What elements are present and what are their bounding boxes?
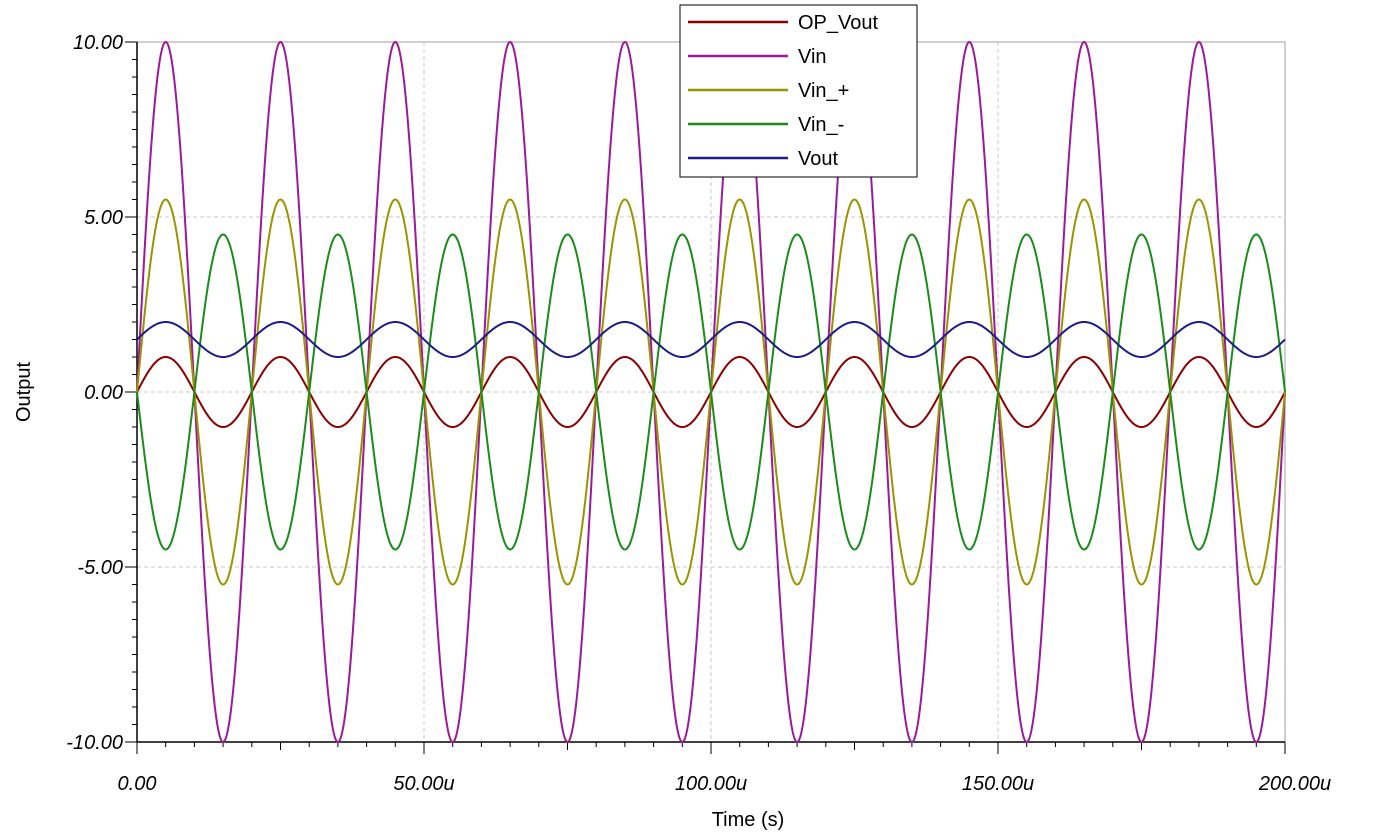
legend-label: Vout	[798, 148, 838, 170]
y-axis-title: Output	[13, 362, 35, 422]
legend-label: Vin_-	[798, 114, 844, 136]
legend-label: OP_Vout	[798, 12, 879, 34]
series-lines	[136, 40, 1286, 744]
y-tick-label: -5.00	[77, 557, 123, 579]
x-tick-label: 200.00u	[1258, 773, 1331, 795]
x-tick-label: 100.00u	[675, 773, 747, 795]
series-line-vout	[136, 320, 1286, 359]
y-tick-label: 5.00	[84, 207, 123, 229]
y-tick-label: 0.00	[84, 382, 123, 404]
y-tick-label: 10.00	[73, 32, 123, 54]
x-tick-label: 150.00u	[962, 773, 1034, 795]
y-tick-label: -10.00	[66, 732, 123, 754]
x-tick-label: 0.00	[118, 773, 157, 795]
legend-label: Vin	[798, 46, 827, 68]
legend-label: Vin_+	[798, 80, 849, 102]
tick-labels: 10.00 5.00 0.00 -5.00 -10.00 0.00 50.00u 100.00…	[66, 32, 1331, 795]
x-axis-title: Time (s)	[712, 809, 785, 831]
legend: OP_Vout Vin Vin_+ Vin_- Vout	[679, 4, 918, 178]
series-line-vin-	[136, 233, 1286, 551]
x-tick-label: 50.00u	[393, 773, 454, 795]
